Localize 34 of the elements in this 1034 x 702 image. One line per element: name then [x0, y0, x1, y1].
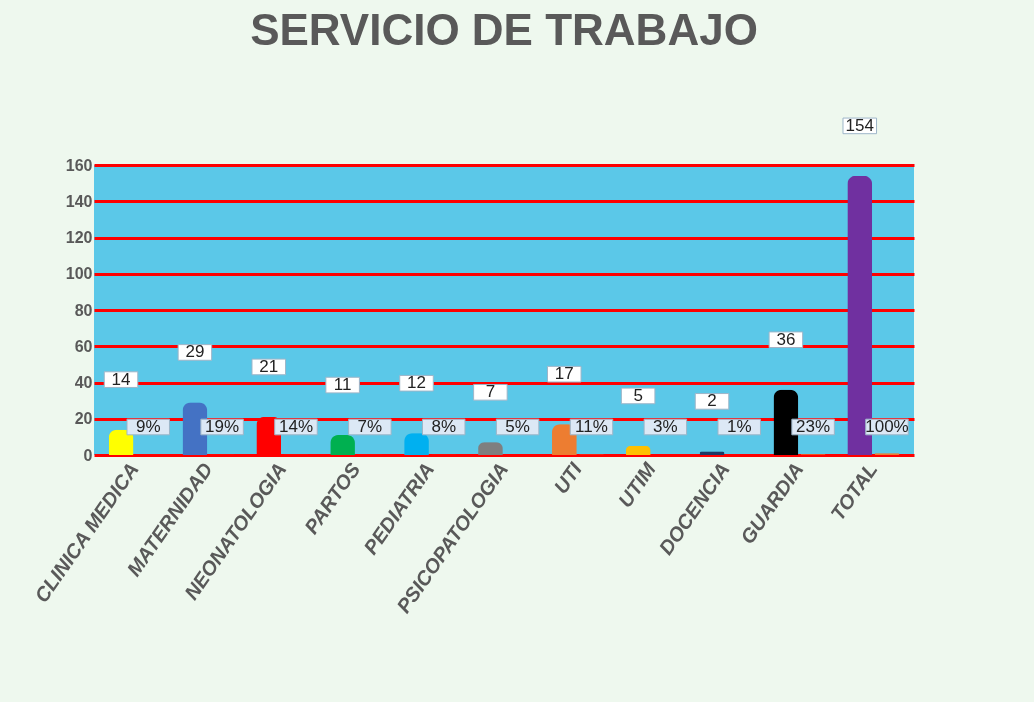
- bar: [625, 445, 651, 455]
- data-label: 17: [554, 364, 574, 384]
- data-label: 36: [776, 329, 796, 349]
- data-label: 19%: [205, 417, 240, 436]
- y-tick-label: 40: [74, 374, 93, 391]
- y-tick-label: 100: [65, 265, 93, 283]
- y-tick-label: 160: [65, 156, 93, 174]
- y-tick-label: 60: [74, 337, 93, 355]
- data-label: 7: [485, 382, 496, 402]
- y-tick-label: 0: [83, 446, 93, 464]
- data-label: 1%: [726, 417, 752, 436]
- data-label: 14%: [278, 417, 313, 436]
- data-label: 3%: [653, 417, 678, 436]
- data-label: 21: [259, 356, 279, 376]
- y-tick-label: 120: [65, 229, 93, 246]
- data-label: 154: [845, 115, 874, 135]
- data-label: 8%: [431, 417, 457, 436]
- data-label: 9%: [135, 417, 161, 436]
- data-label: 14: [111, 369, 131, 389]
- chart-title: SERVICIO DE TRABAJO: [250, 5, 758, 55]
- y-tick-label: 20: [74, 410, 93, 428]
- data-label: 7%: [357, 417, 383, 436]
- data-label: 100%: [865, 417, 909, 436]
- data-label: 11%: [575, 417, 608, 436]
- data-label: 23%: [796, 417, 831, 436]
- data-label: 29: [185, 342, 205, 362]
- y-tick-label: 140: [65, 192, 93, 210]
- data-label: 2: [707, 391, 717, 411]
- data-label: 12: [407, 373, 426, 393]
- data-label: 5%: [505, 417, 530, 436]
- data-label: 5: [633, 385, 643, 405]
- x-tick-label: UTI: [549, 458, 587, 498]
- data-label: 11: [333, 375, 352, 395]
- y-tick-label: 80: [74, 301, 93, 319]
